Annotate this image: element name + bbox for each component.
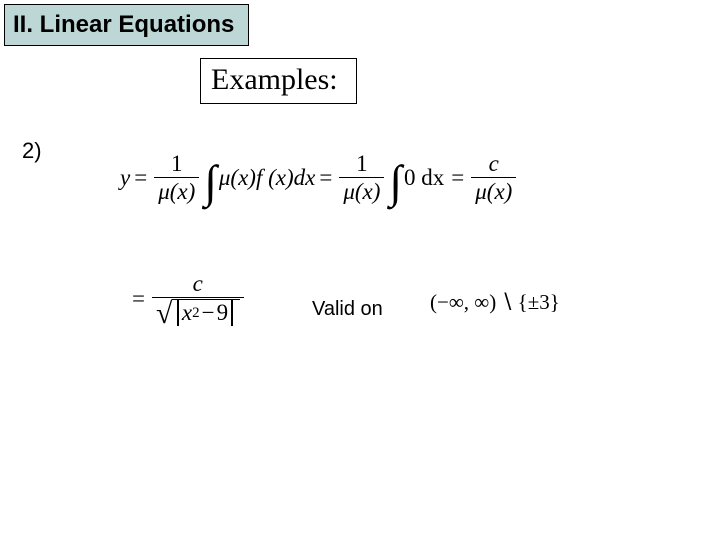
section-header: II. Linear Equations [4,4,249,46]
equals-sign: = [132,286,145,312]
excluded-set: {±3} [518,290,560,315]
denominator-mu-x: μ(x) [471,178,516,205]
denominator-mu-x: μ(x) [154,178,199,205]
abs-value: x 2 − 9 [174,300,235,325]
fraction-one-over-mu-2: 1 μ(x) [339,150,384,206]
minus-sign: − [202,300,215,325]
numerator-one: 1 [167,150,187,177]
radicand: x 2 − 9 [172,299,239,327]
examples-heading: Examples: [200,58,357,104]
radical-sign: √ [156,299,172,327]
integral-sign: ∫ [389,170,402,193]
fraction-c-over-mu: c μ(x) [471,150,516,206]
equation-line-1: y = 1 μ(x) ∫ μ(x)f (x)dx = 1 μ(x) ∫ 0 dx… [120,150,519,206]
setminus: ∖ [500,290,513,315]
validity-domain: (−∞, ∞) ∖ {±3} [430,290,560,315]
valid-on-label: Valid on [312,298,383,321]
numerator-c: c [189,270,207,297]
interval-open: (−∞, ∞) [430,290,496,315]
integrand-zero-dx: 0 dx [404,165,444,191]
integral-sign: ∫ [204,170,217,193]
abs-inner: x 2 − 9 [182,300,228,325]
var-x: x [182,300,192,325]
numerator-c: c [485,150,503,177]
equals-sign: = [451,165,464,191]
numerator-one: 1 [352,150,372,177]
exponent-2: 2 [192,305,199,321]
fraction-c-over-sqrt: c √ x 2 − 9 [152,270,244,329]
denominator-mu-x: μ(x) [339,178,384,205]
integrand-mu-f-dx: μ(x)f (x)dx [219,165,315,191]
equals-sign: = [319,165,332,191]
nine: 9 [217,300,229,325]
equals-sign: = [134,165,147,191]
var-y: y [120,165,130,191]
sqrt: √ x 2 − 9 [156,299,240,327]
example-item-number: 2) [22,138,42,164]
equation-line-2: = c √ x 2 − 9 [128,270,247,329]
denominator-sqrt-abs: √ x 2 − 9 [152,298,244,328]
fraction-one-over-mu: 1 μ(x) [154,150,199,206]
